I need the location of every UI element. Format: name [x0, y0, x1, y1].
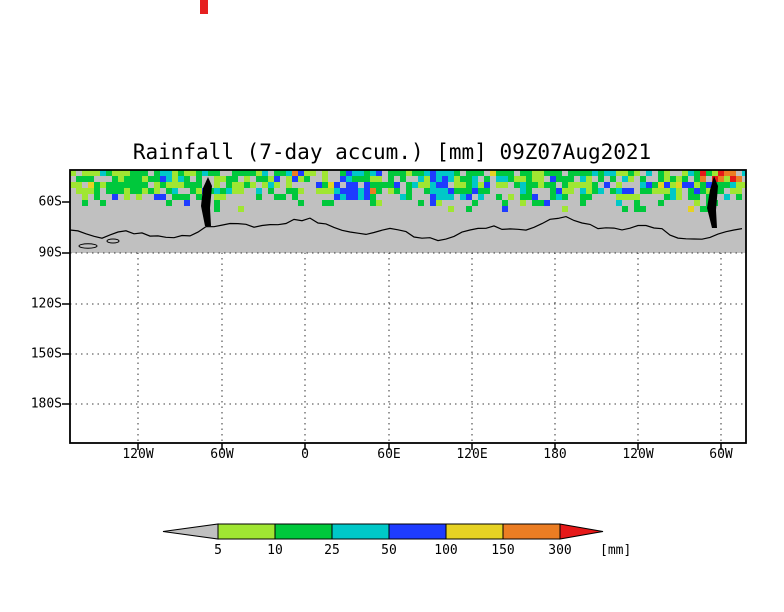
lon-tick-label: 60E [377, 447, 401, 462]
legend-value-label: 10 [267, 543, 283, 558]
stray-red-mark [200, 0, 208, 14]
chart-title: Rainfall (7-day accum.) [mm] 09Z07Aug202… [132, 140, 652, 164]
lat-tick-label: 60S [38, 194, 62, 210]
lat-tick-label: 120S [30, 296, 62, 312]
legend-value-label: 100 [434, 543, 458, 558]
lat-tick-label: 150S [30, 346, 62, 362]
coastline [70, 176, 743, 249]
lon-tick-label: 60W [210, 447, 234, 462]
legend-value-label: 5 [214, 543, 222, 558]
lat-tick-label: 180S [30, 396, 62, 412]
lon-tick-label: 180 [543, 447, 567, 462]
lon-tick-label: 120W [622, 447, 654, 462]
legend-value-label: 300 [548, 543, 572, 558]
colorbar [162, 523, 604, 540]
rain-speckles [70, 170, 746, 212]
axis-ticks [62, 201, 722, 450]
legend-value-label: 25 [324, 543, 340, 558]
plot-frame [69, 169, 747, 444]
lon-tick-label: 0 [301, 447, 309, 462]
legend-unit-label: [mm] [600, 543, 632, 558]
lon-tick-label: 120E [456, 447, 488, 462]
lon-tick-label: 120W [122, 447, 154, 462]
grid-horizontal [70, 252, 746, 405]
lon-tick-label: 60W [709, 447, 733, 462]
legend-value-label: 50 [381, 543, 397, 558]
legend-value-label: 150 [491, 543, 515, 558]
lat-tick-label: 90S [38, 245, 62, 261]
